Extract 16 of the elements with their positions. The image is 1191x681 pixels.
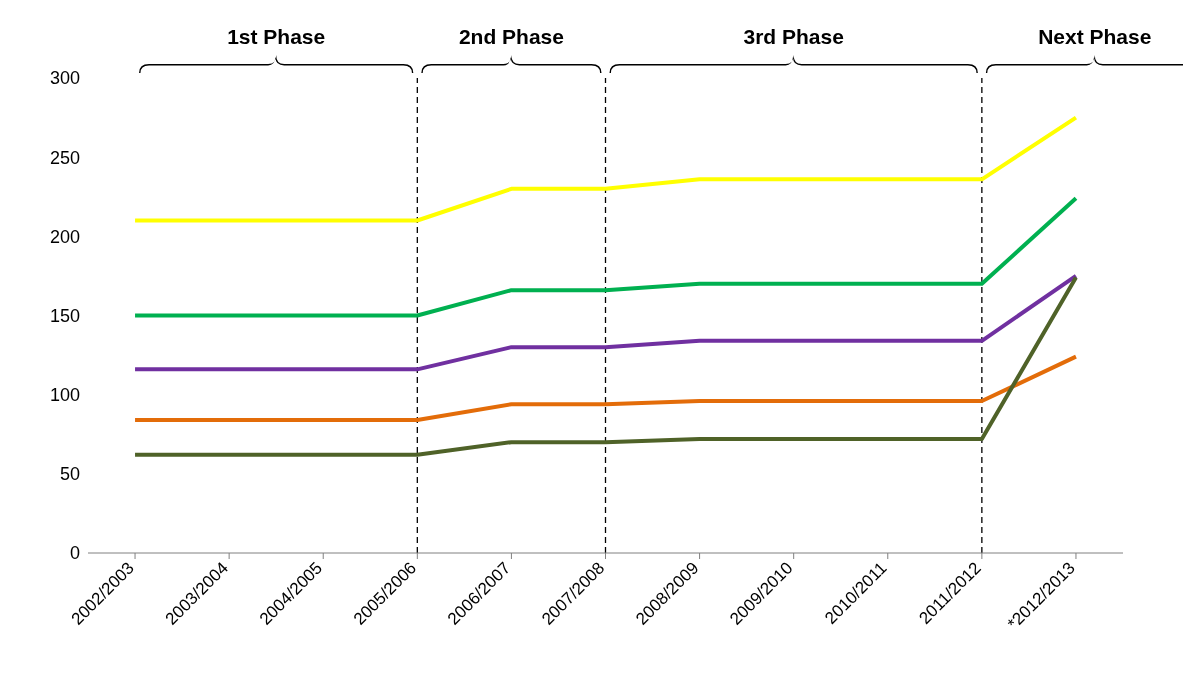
text: 1st Phase [227,25,326,48]
line-series [133,273,1078,372]
y-tick-label: 200 [49,226,80,247]
y-tick-label: 150 [49,305,80,326]
line-series [133,196,1078,318]
y-tick-label: 0 [69,543,80,564]
y-tick-label: 50 [59,464,80,485]
text: Next Phase [1038,25,1152,48]
y-tick-label: 100 [49,385,80,406]
text: 2nd Phase [458,25,564,48]
text: 3rd Phase [743,25,844,48]
line-series [133,115,1078,223]
line-series [133,354,1078,422]
line-series [133,275,1078,457]
y-tick-label: 300 [49,68,80,89]
y-tick-label: 250 [49,147,80,168]
